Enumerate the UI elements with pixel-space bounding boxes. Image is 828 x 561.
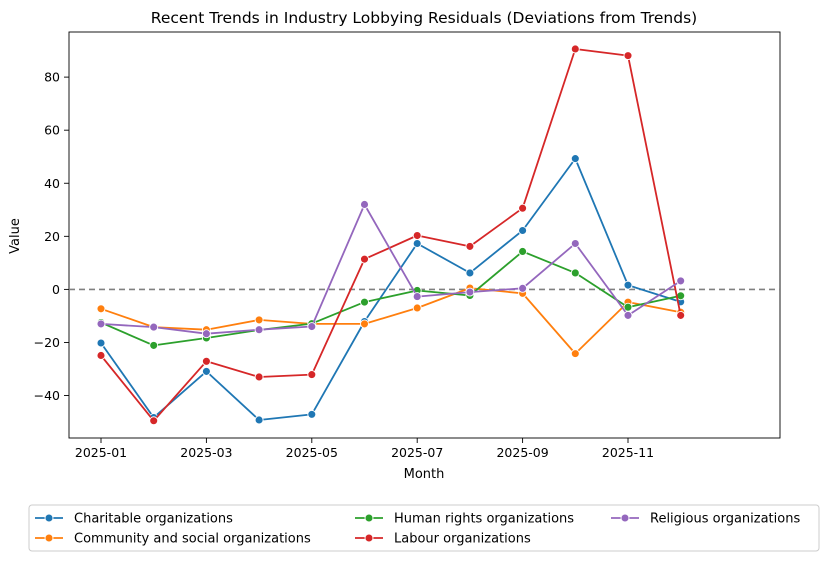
- data-point: [518, 226, 528, 235]
- data-point: [254, 372, 264, 382]
- legend-item: Labour organizations: [355, 532, 531, 547]
- x-tick-label: 2025-07: [391, 445, 443, 460]
- data-point: [96, 319, 106, 329]
- x-tick-label: 2025-05: [286, 445, 338, 460]
- data-point: [570, 154, 580, 164]
- x-tick-label: 2025-03: [180, 445, 232, 460]
- data-point: [149, 340, 159, 350]
- data-point: [412, 303, 422, 313]
- legend-label: Religious organizations: [650, 512, 800, 527]
- legend-label: Labour organizations: [394, 532, 531, 547]
- legend: Charitable organizations Community and so…: [28, 504, 820, 552]
- data-point: [360, 200, 369, 209]
- x-tick-label: 2025-11: [602, 445, 654, 460]
- data-point: [307, 322, 317, 331]
- data-point: [465, 241, 475, 251]
- data-point: [518, 283, 528, 293]
- data-point: [412, 239, 422, 248]
- data-point: [254, 415, 264, 425]
- y-tick-label: 20: [44, 229, 60, 244]
- series-4: [96, 200, 686, 339]
- y-axis-label: Value: [8, 218, 23, 254]
- series-line: [100, 203, 682, 335]
- data-point: [465, 287, 475, 297]
- legend-label: Charitable organizations: [74, 512, 233, 527]
- data-point: [360, 254, 369, 264]
- y-tick-label: 80: [44, 70, 60, 85]
- data-point: [201, 366, 211, 376]
- data-point: [570, 44, 580, 54]
- data-point: [518, 247, 528, 256]
- data-point: [676, 276, 686, 286]
- series-3: [96, 44, 686, 426]
- data-point: [307, 409, 317, 419]
- data-point: [307, 370, 317, 380]
- data-point: [570, 349, 580, 359]
- data-point: [149, 322, 159, 332]
- data-point: [360, 319, 369, 329]
- data-point: [570, 268, 580, 278]
- data-point: [623, 310, 633, 320]
- legend-swatch-marker: [44, 533, 54, 543]
- data-point: [412, 292, 422, 302]
- legend-swatch-marker: [620, 513, 630, 523]
- data-point: [465, 268, 475, 278]
- y-tick-label: −40: [34, 388, 60, 403]
- legend-swatch-marker: [44, 513, 54, 523]
- data-point: [570, 239, 580, 248]
- data-point: [254, 325, 264, 335]
- series-line: [100, 48, 682, 422]
- y-tick-label: −20: [34, 335, 60, 350]
- x-tick-label: 2025-09: [496, 445, 548, 460]
- y-tick-label: 40: [44, 176, 60, 191]
- x-tick-label: 2025-01: [75, 445, 127, 460]
- data-point: [518, 203, 528, 213]
- y-tick-label: 0: [52, 282, 60, 297]
- data-point: [254, 315, 264, 325]
- legend-label: Community and social organizations: [74, 532, 311, 547]
- series-0: [96, 154, 686, 425]
- legend-item: Charitable organizations: [35, 512, 233, 527]
- legend-item: Human rights organizations: [355, 512, 574, 527]
- legend-swatch-marker: [364, 513, 374, 523]
- data-point: [676, 310, 686, 320]
- data-point: [360, 297, 369, 307]
- plot-area: [68, 31, 781, 439]
- data-point: [96, 351, 106, 360]
- y-tick-label: 60: [44, 123, 60, 138]
- legend-item: Religious organizations: [611, 512, 800, 527]
- data-point: [149, 416, 159, 426]
- series-2: [96, 247, 686, 350]
- series-line: [100, 157, 681, 421]
- data-point: [623, 302, 633, 312]
- legend-label: Human rights organizations: [394, 512, 574, 527]
- x-axis-label: Month: [404, 467, 445, 482]
- data-point: [412, 231, 422, 240]
- data-point: [623, 51, 633, 61]
- data-point: [201, 329, 211, 339]
- data-point: [96, 338, 106, 348]
- data-point: [96, 304, 106, 314]
- series-1: [96, 283, 686, 359]
- chart-title: Recent Trends in Industry Lobbying Resid…: [151, 9, 697, 27]
- data-point: [201, 356, 211, 366]
- series-line: [100, 287, 681, 355]
- legend-item: Community and social organizations: [35, 532, 311, 547]
- data-point: [623, 280, 633, 290]
- legend-swatch-marker: [364, 533, 374, 543]
- series-line: [100, 250, 681, 347]
